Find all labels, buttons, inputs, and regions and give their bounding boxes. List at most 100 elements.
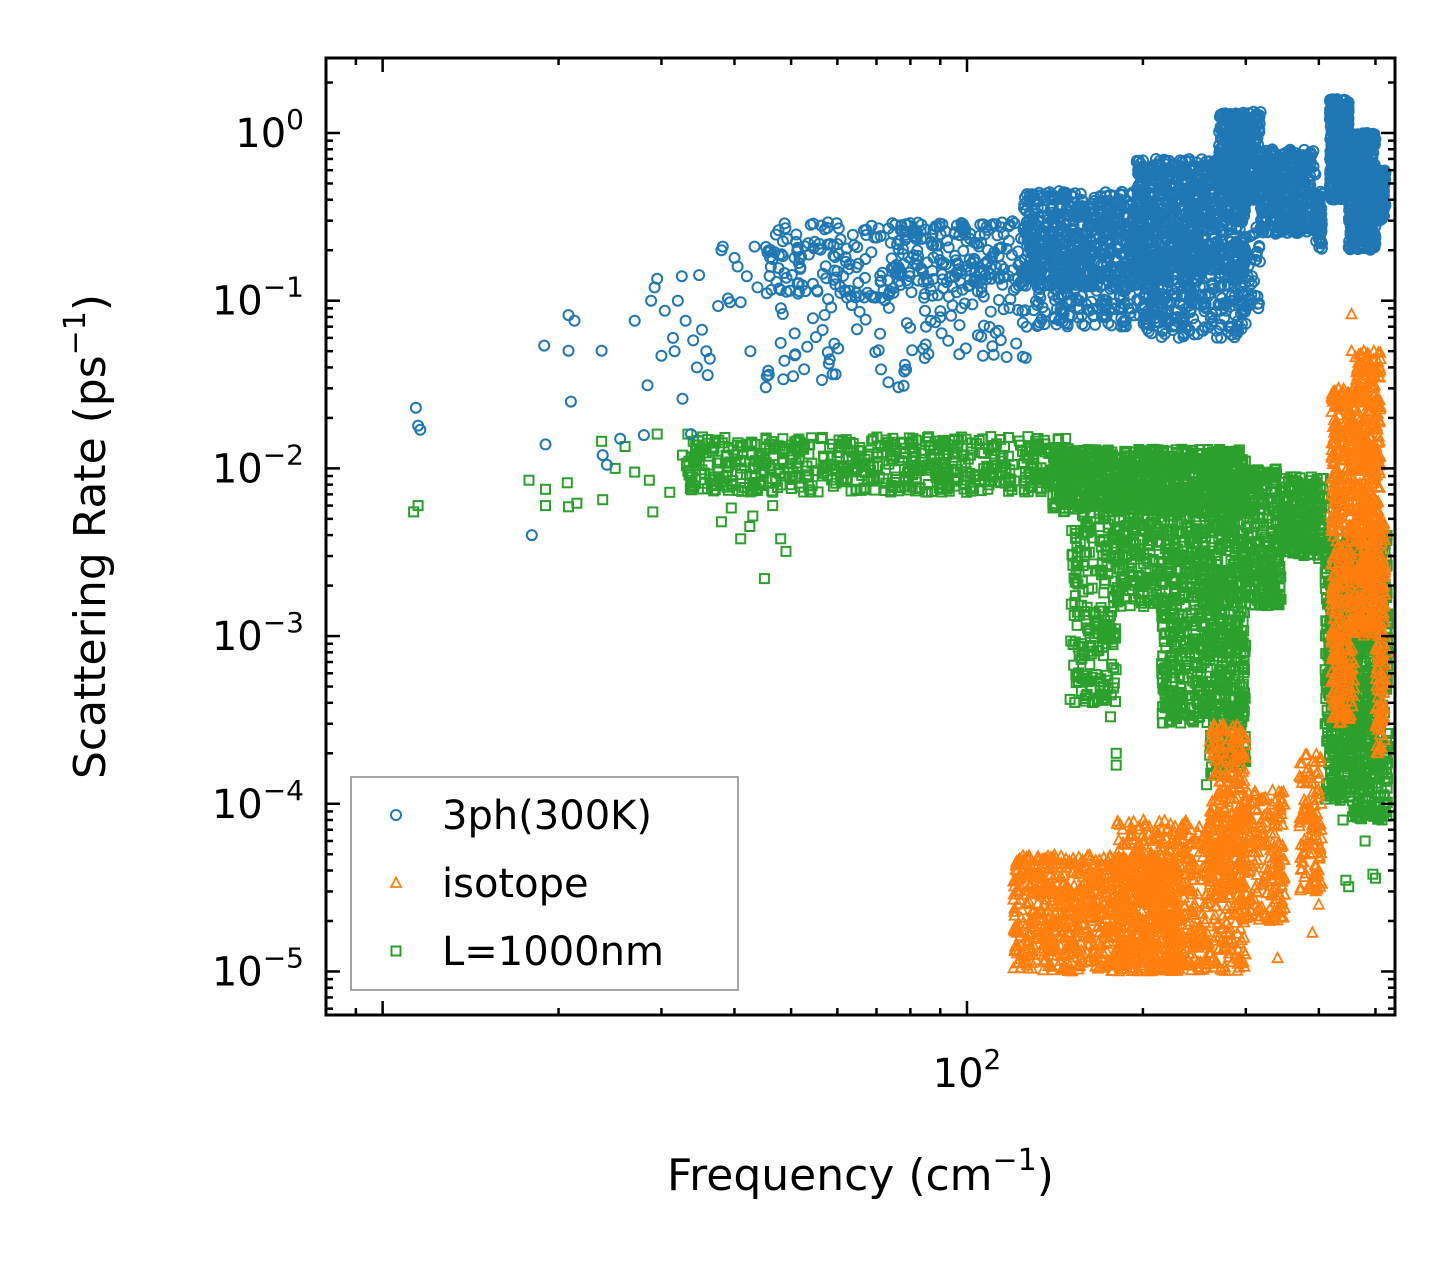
data-point	[1105, 711, 1116, 723]
data-point	[1087, 558, 1099, 570]
data-point	[693, 460, 705, 471]
data-point	[1081, 675, 1093, 687]
data-point	[1097, 641, 1109, 653]
data-point	[1095, 541, 1107, 553]
data-point	[830, 477, 842, 489]
data-point	[828, 459, 840, 471]
data-point	[1337, 814, 1349, 826]
data-point	[727, 475, 739, 487]
data-point	[749, 439, 761, 450]
data-point	[953, 434, 965, 446]
data-point	[754, 478, 765, 490]
data-point	[709, 435, 721, 447]
data-point	[860, 467, 871, 478]
data-point	[846, 455, 858, 466]
data-point	[805, 432, 817, 444]
data-point	[651, 428, 663, 440]
data-point	[818, 452, 830, 464]
data-point	[911, 461, 923, 472]
data-point	[951, 463, 963, 475]
data-point	[1106, 658, 1118, 670]
data-point	[1076, 599, 1088, 611]
data-point	[1070, 576, 1082, 588]
data-point	[1079, 606, 1090, 617]
data-point	[816, 433, 827, 445]
data-point	[1108, 677, 1120, 689]
data-point	[697, 483, 708, 495]
data-point	[1003, 432, 1014, 443]
data-point	[1083, 546, 1095, 558]
data-point	[1060, 432, 1072, 444]
data-point	[597, 494, 609, 506]
data-point	[561, 477, 573, 489]
data-point	[715, 516, 727, 528]
data-point	[940, 457, 952, 469]
data-point	[1071, 619, 1083, 631]
data-point	[767, 500, 779, 512]
data-point	[1019, 486, 1031, 498]
data-point	[919, 444, 931, 456]
data-point	[742, 438, 754, 450]
data-point	[744, 521, 756, 532]
data-point	[821, 469, 833, 481]
data-point	[836, 475, 848, 487]
data-point	[1024, 443, 1036, 455]
data-point	[1027, 457, 1039, 469]
data-point	[766, 485, 778, 497]
data-point	[647, 506, 659, 518]
data-point	[961, 486, 973, 498]
data-point	[922, 479, 934, 490]
data-point	[754, 449, 766, 461]
data-point	[770, 474, 782, 486]
data-point	[1098, 533, 1110, 545]
data-point	[1097, 605, 1109, 617]
data-point	[686, 484, 698, 496]
data-point	[973, 435, 985, 446]
data-point	[1091, 645, 1103, 657]
data-point	[794, 443, 806, 455]
data-point	[725, 502, 737, 514]
data-point	[1072, 578, 1084, 590]
data-point	[867, 474, 879, 486]
data-point	[767, 486, 779, 498]
data-point	[999, 474, 1011, 486]
data-point	[1101, 669, 1113, 681]
data-point	[1110, 747, 1122, 759]
data-point	[1081, 688, 1093, 700]
data-point	[1035, 472, 1047, 484]
data-point	[997, 452, 1009, 464]
data-point	[643, 474, 655, 486]
data-point	[827, 438, 838, 450]
data-point	[664, 486, 676, 498]
data-point	[888, 436, 900, 448]
data-point	[721, 481, 733, 493]
data-point	[1093, 693, 1105, 705]
data-point	[966, 437, 978, 449]
data-point	[887, 481, 899, 493]
data-point	[961, 470, 973, 482]
data-point	[696, 442, 708, 454]
data-point	[875, 439, 887, 451]
data-point	[957, 450, 969, 462]
data-point	[775, 533, 787, 545]
data-point	[710, 480, 722, 491]
data-point	[841, 443, 853, 455]
data-point	[540, 483, 551, 495]
data-point	[995, 434, 1007, 446]
data-marks	[408, 93, 1395, 977]
data-point	[1070, 527, 1082, 539]
data-point	[1110, 759, 1122, 771]
data-point	[694, 446, 705, 458]
data-point	[1071, 555, 1083, 567]
data-point	[987, 469, 999, 481]
data-point	[806, 457, 818, 469]
data-point	[988, 440, 1000, 452]
data-point	[1006, 484, 1018, 496]
data-point	[969, 470, 981, 482]
data-point	[1090, 565, 1102, 577]
data-point	[751, 485, 763, 496]
data-point	[782, 462, 794, 474]
data-point	[896, 436, 908, 448]
data-point	[629, 466, 641, 478]
data-point	[876, 447, 888, 459]
